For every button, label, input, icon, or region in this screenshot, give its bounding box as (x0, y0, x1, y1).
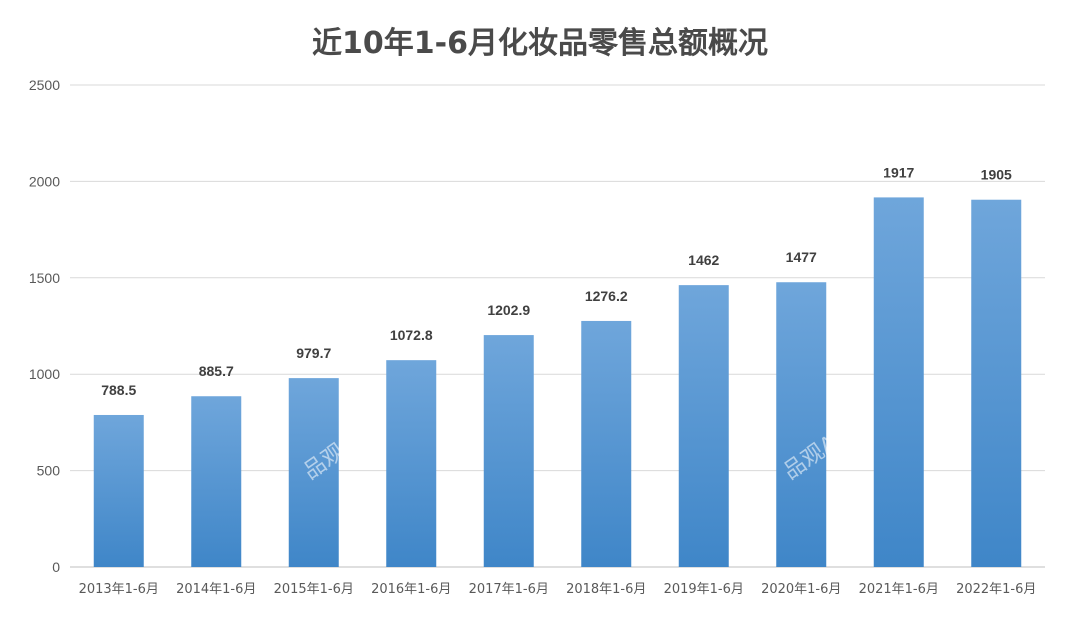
x-tick-label: 2013年1-6月 (79, 582, 159, 597)
x-tick-label: 2020年1-6月 (761, 582, 841, 597)
y-tick-label: 1000 (29, 366, 60, 382)
y-tick-label: 1500 (29, 270, 60, 286)
bar (93, 414, 144, 567)
x-tick-label: 2014年1-6月 (176, 582, 256, 597)
x-tick-label: 2018年1-6月 (566, 582, 646, 597)
data-label: 1276.2 (585, 288, 628, 304)
bar (678, 285, 729, 567)
y-tick-label: 2500 (29, 77, 60, 93)
bar (873, 197, 924, 567)
y-axis: 0 500 1000 1500 2000 2500 (29, 77, 60, 575)
data-label: 1072.8 (390, 327, 433, 343)
bar (483, 335, 534, 567)
data-label: 1202.9 (487, 302, 530, 318)
x-axis: 2013年1-6月 2014年1-6月 2015年1-6月 2016年1-6月 2017… (79, 582, 1037, 597)
bars (93, 197, 1022, 567)
bar (386, 360, 437, 567)
data-label: 1462 (688, 252, 719, 268)
bar (581, 320, 632, 567)
bar (776, 282, 827, 567)
data-label: 788.5 (101, 382, 136, 398)
data-label: 979.7 (296, 345, 331, 361)
data-label: 1905 (981, 167, 1012, 183)
y-tick-label: 2000 (29, 173, 60, 189)
data-label: 885.7 (199, 363, 234, 379)
x-tick-label: 2021年1-6月 (859, 582, 939, 597)
y-tick-label: 0 (52, 559, 60, 575)
bar (191, 396, 242, 567)
y-tick-label: 500 (37, 463, 61, 479)
chart-title: 近10年1-6月化妆品零售总额概况 (312, 26, 768, 61)
data-label: 1477 (786, 249, 817, 265)
x-tick-label: 2019年1-6月 (664, 582, 744, 597)
watermarks: 品观 品观A (299, 431, 842, 485)
x-tick-label: 2016年1-6月 (371, 582, 451, 597)
bar (971, 199, 1022, 567)
data-labels: 788.5 885.7 979.7 1072.8 1202.9 1276.2 1462 147… (101, 164, 1012, 398)
x-tick-label: 2017年1-6月 (469, 582, 549, 597)
x-tick-label: 2022年1-6月 (956, 582, 1036, 597)
bar (288, 378, 339, 567)
data-label: 1917 (883, 164, 914, 180)
x-tick-label: 2015年1-6月 (274, 582, 354, 597)
